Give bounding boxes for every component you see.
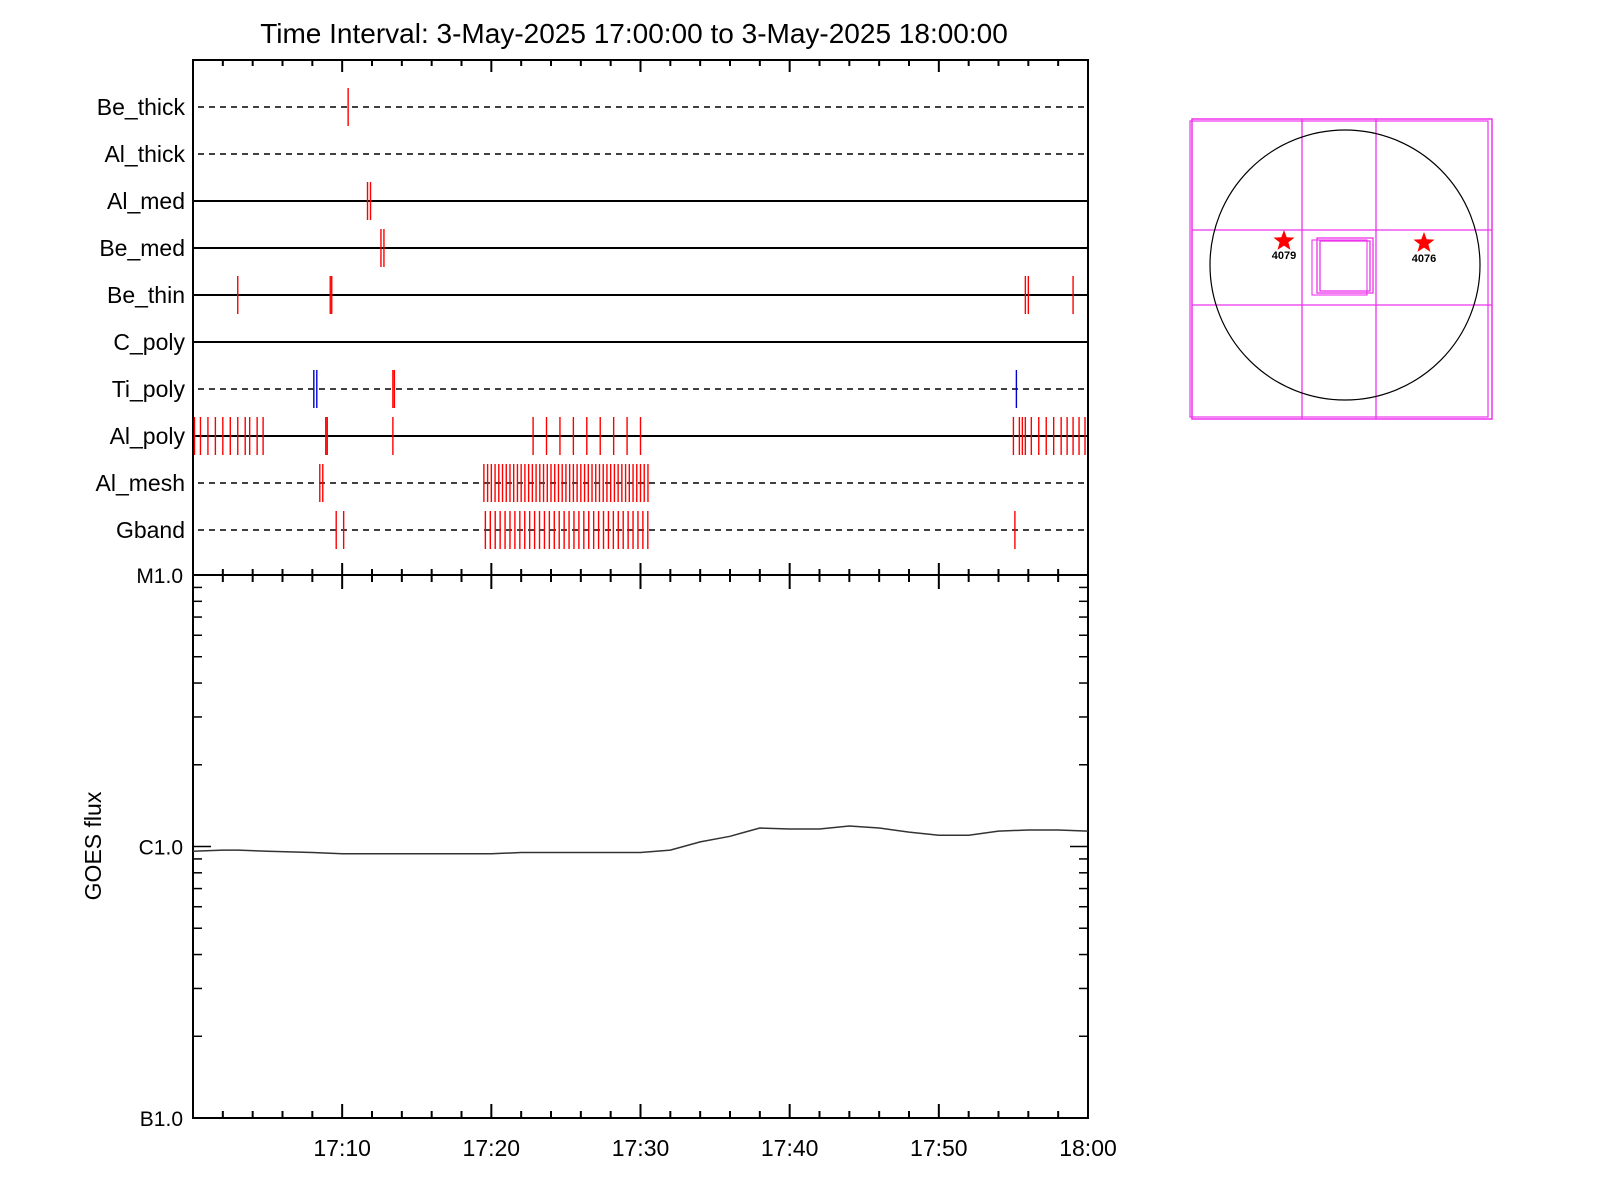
x-tick-label: 17:30 — [612, 1135, 670, 1161]
active-region-label: 4079 — [1272, 250, 1296, 262]
row-label: Be_thin — [107, 282, 185, 308]
fov-inner-box — [1316, 237, 1374, 294]
x-tick-label: 18:00 — [1059, 1135, 1117, 1161]
row-al-poly: Al_poly — [110, 417, 1088, 455]
sun-map-panel: 4079 4076 — [1189, 118, 1493, 420]
fov-box — [1191, 118, 1493, 420]
row-label: Be_thick — [97, 94, 186, 120]
y-axis-label: GOES flux — [80, 791, 106, 900]
row-label: Al_mesh — [96, 470, 185, 496]
row-c-poly: C_poly — [113, 329, 1088, 355]
fov-inner-box — [1319, 240, 1371, 292]
row-be-thick: Be_thick — [97, 88, 1084, 126]
row-label: Al_thick — [104, 141, 185, 167]
row-be-med: Be_med — [99, 229, 1088, 267]
x-tick-label: 17:20 — [463, 1135, 521, 1161]
x-tick-label: 17:10 — [313, 1135, 371, 1161]
row-gband: Gband — [116, 511, 1084, 549]
fov-inner-box — [1311, 239, 1368, 296]
active-region-star-icon — [1413, 232, 1435, 252]
row-label: Be_med — [99, 235, 185, 261]
row-be-thin: Be_thin — [107, 276, 1088, 314]
row-label: Al_poly — [110, 423, 186, 449]
row-label: Ti_poly — [112, 376, 186, 402]
y-tick-label: M1.0 — [136, 565, 183, 588]
row-label: Al_med — [107, 188, 185, 214]
x-tick-label: 17:40 — [761, 1135, 819, 1161]
fov-box — [1189, 120, 1489, 418]
row-al-thick: Al_thick — [104, 141, 1084, 167]
active-region-label: 4076 — [1412, 253, 1436, 265]
detector-timeline-panel: Be_thick Al_thick Al_med Be_med Be_thin C_pol… — [96, 59, 1089, 576]
row-label: C_poly — [113, 329, 185, 355]
row-al-med: Al_med — [107, 182, 1088, 220]
x-tick-label: 17:50 — [910, 1135, 968, 1161]
flux-frame — [192, 574, 1089, 1119]
solar-disk — [1209, 129, 1481, 401]
active-region-star-icon — [1273, 230, 1295, 250]
row-ti-poly: Ti_poly — [112, 370, 1084, 408]
goes-flux-panel: 17:10 17:20 17:30 17:40 17:50 18:00 M1.0 C1.0 B1… — [80, 565, 1117, 1161]
chart-title: Time Interval: 3-May-2025 17:00:00 to 3-… — [260, 18, 1008, 49]
row-label: Gband — [116, 517, 185, 543]
flux-series-line — [192, 825, 1089, 855]
y-tick-label: B1.0 — [140, 1108, 183, 1131]
row-al-mesh: Al_mesh — [96, 464, 1084, 502]
y-tick-label: C1.0 — [139, 837, 183, 860]
